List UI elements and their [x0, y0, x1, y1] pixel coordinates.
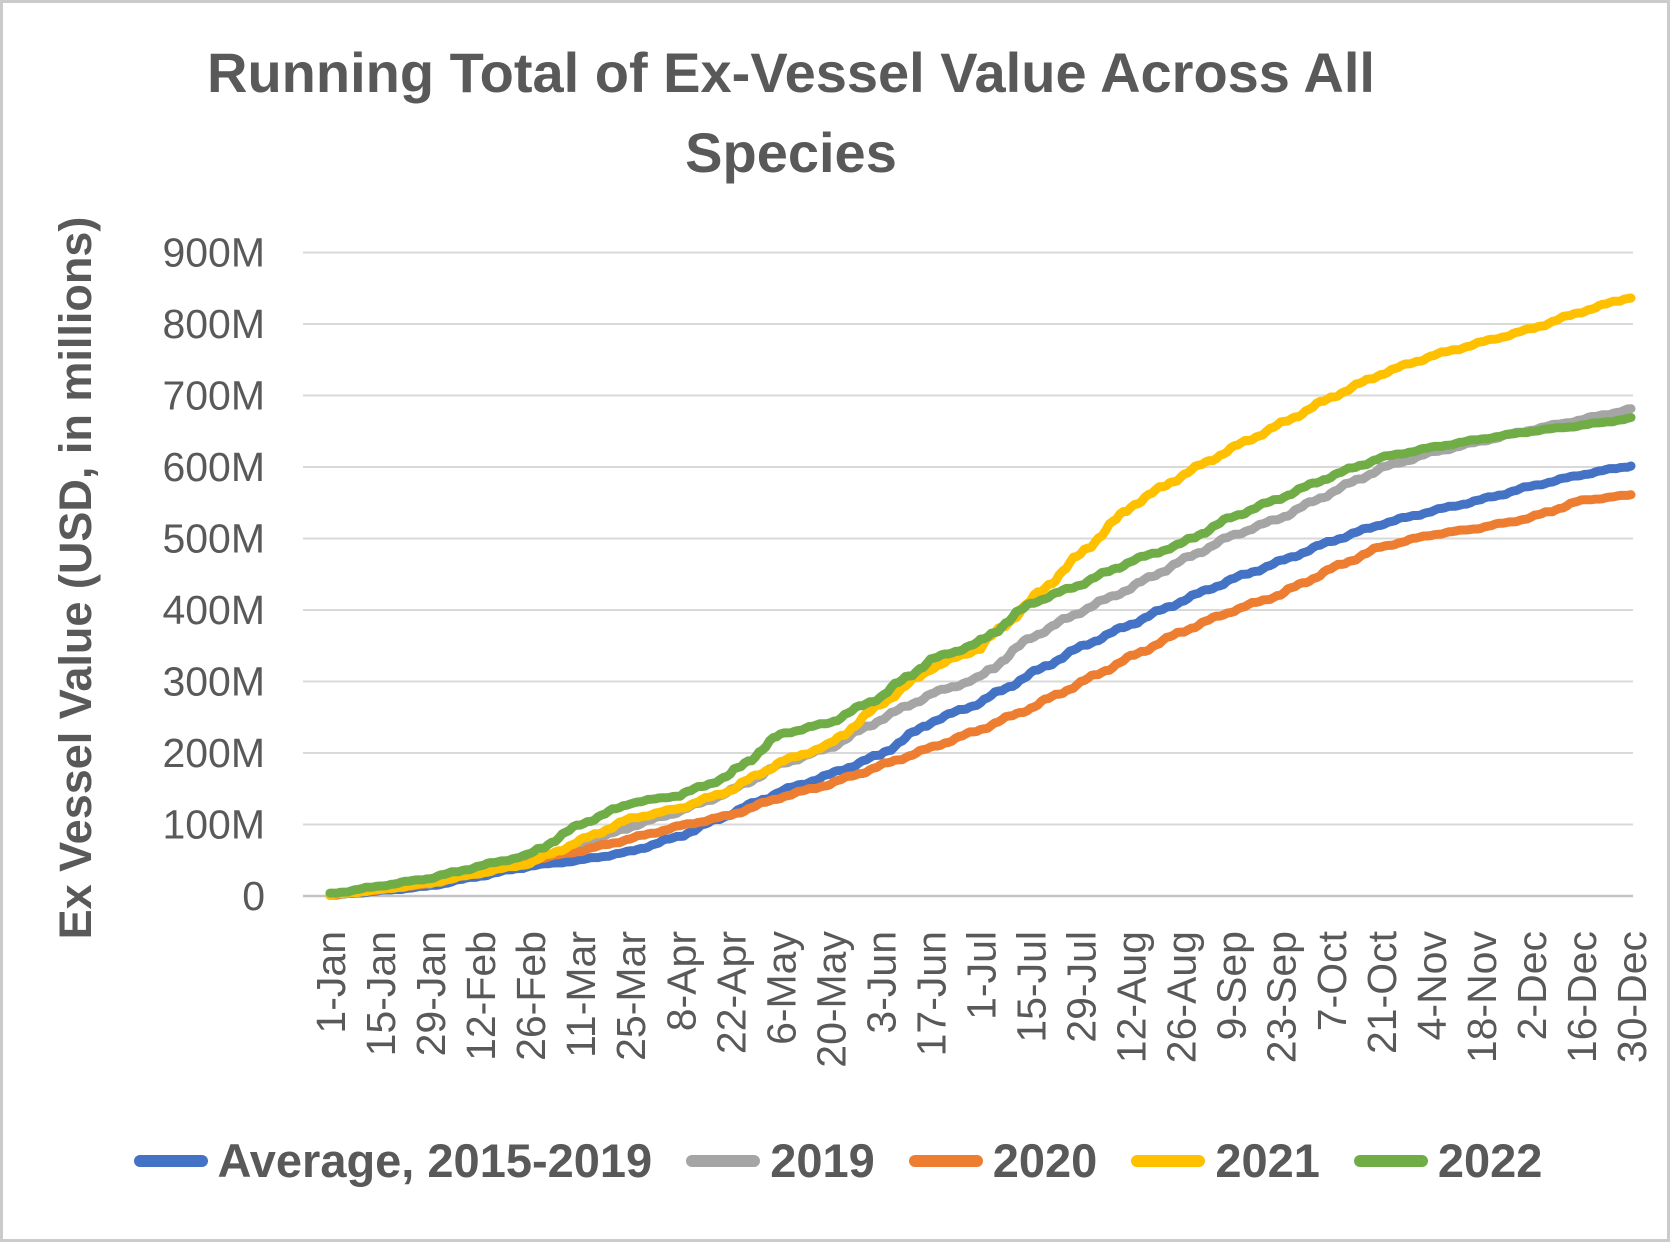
x-tick-label: 26-Feb — [508, 931, 554, 1061]
x-tick-label: 26-Aug — [1159, 931, 1205, 1063]
series-line-2022 — [325, 413, 1636, 898]
x-tick-label: 1-Jul — [959, 931, 1005, 1020]
legend-item-label: Average, 2015-2019 — [217, 1134, 653, 1187]
legend-swatch — [1131, 1154, 1206, 1167]
legend-item: Average, 2015-2019 — [133, 1133, 653, 1188]
x-tick-label: 2-Dec — [1509, 931, 1555, 1040]
legend-item: 2019 — [686, 1133, 875, 1188]
x-tick-label: 9-Sep — [1209, 931, 1255, 1040]
x-tick-label: 15-Jan — [358, 931, 404, 1056]
x-tick-label: 29-Jan — [408, 931, 454, 1056]
legend-swatch — [133, 1154, 208, 1167]
chart-title-line1: Running Total of Ex-Vessel Value Across … — [207, 41, 1375, 104]
legend-item: 2022 — [1353, 1133, 1543, 1188]
legend-item-label: 2022 — [1437, 1134, 1543, 1187]
x-tick-label: 29-Jul — [1059, 931, 1105, 1043]
series-line-2020 — [325, 490, 1636, 900]
chart-title: Running Total of Ex-Vessel Value Across … — [3, 33, 1579, 193]
x-tick-label: 1-Jan — [308, 931, 354, 1034]
series-line-2021 — [325, 293, 1636, 900]
legend-item-label: 2019 — [770, 1134, 875, 1187]
y-tick-label: 400M — [162, 587, 265, 633]
x-tick-label: 12-Aug — [1109, 931, 1155, 1063]
x-tick-label: 25-Mar — [608, 931, 654, 1061]
series-line-average-2015-2019 — [325, 461, 1636, 900]
y-tick-label: 300M — [162, 659, 265, 705]
legend-swatch — [686, 1154, 761, 1167]
x-tick-label: 22-Apr — [708, 931, 754, 1054]
y-tick-label: 800M — [162, 301, 265, 347]
legend-item-label: 2020 — [992, 1134, 1098, 1187]
x-tick-label: 11-Mar — [558, 931, 604, 1058]
x-tick-label: 7-Oct — [1309, 930, 1355, 1031]
y-tick-label: 0 — [242, 873, 265, 919]
legend: Average, 2015-2019 2019 2020 2021 2022 — [3, 1133, 1670, 1188]
x-tick-label: 8-Apr — [658, 931, 704, 1031]
y-tick-label: 900M — [162, 230, 265, 276]
legend-swatch — [908, 1154, 983, 1167]
chart-title-line2: Species — [685, 121, 897, 184]
legend-swatch — [1353, 1154, 1428, 1167]
y-axis-title: Ex Vessel Value (USD, in millions) — [50, 217, 101, 940]
x-tick-label: 20-May — [808, 931, 854, 1068]
x-tick-label: 21-Oct — [1359, 930, 1405, 1054]
x-tick-label: 17-Jun — [908, 931, 954, 1056]
y-tick-label: 500M — [162, 516, 265, 562]
x-tick-label: 3-Jun — [858, 931, 904, 1034]
x-tick-label: 15-Jul — [1009, 931, 1055, 1043]
y-tick-label: 700M — [162, 373, 265, 419]
y-tick-label: 600M — [162, 444, 265, 490]
x-tick-label: 18-Nov — [1459, 931, 1505, 1064]
x-tick-label: 23-Sep — [1259, 931, 1305, 1063]
x-tick-label: 12-Feb — [458, 931, 504, 1061]
x-tick-label: 4-Nov — [1409, 931, 1455, 1041]
legend-item: 2021 — [1131, 1133, 1320, 1188]
x-tick-label: 6-May — [758, 931, 804, 1045]
y-tick-label: 200M — [162, 730, 265, 776]
x-tick-label: 30-Dec — [1609, 931, 1655, 1063]
legend-item: 2020 — [908, 1133, 1098, 1188]
y-tick-label: 100M — [162, 802, 265, 848]
legend-item-label: 2021 — [1215, 1134, 1320, 1187]
x-tick-label: 16-Dec — [1559, 931, 1605, 1063]
plot-area: 0 100M 200M 300M 400M 500M 600M 700M 800M 900M 1-J… — [50, 217, 1655, 1068]
